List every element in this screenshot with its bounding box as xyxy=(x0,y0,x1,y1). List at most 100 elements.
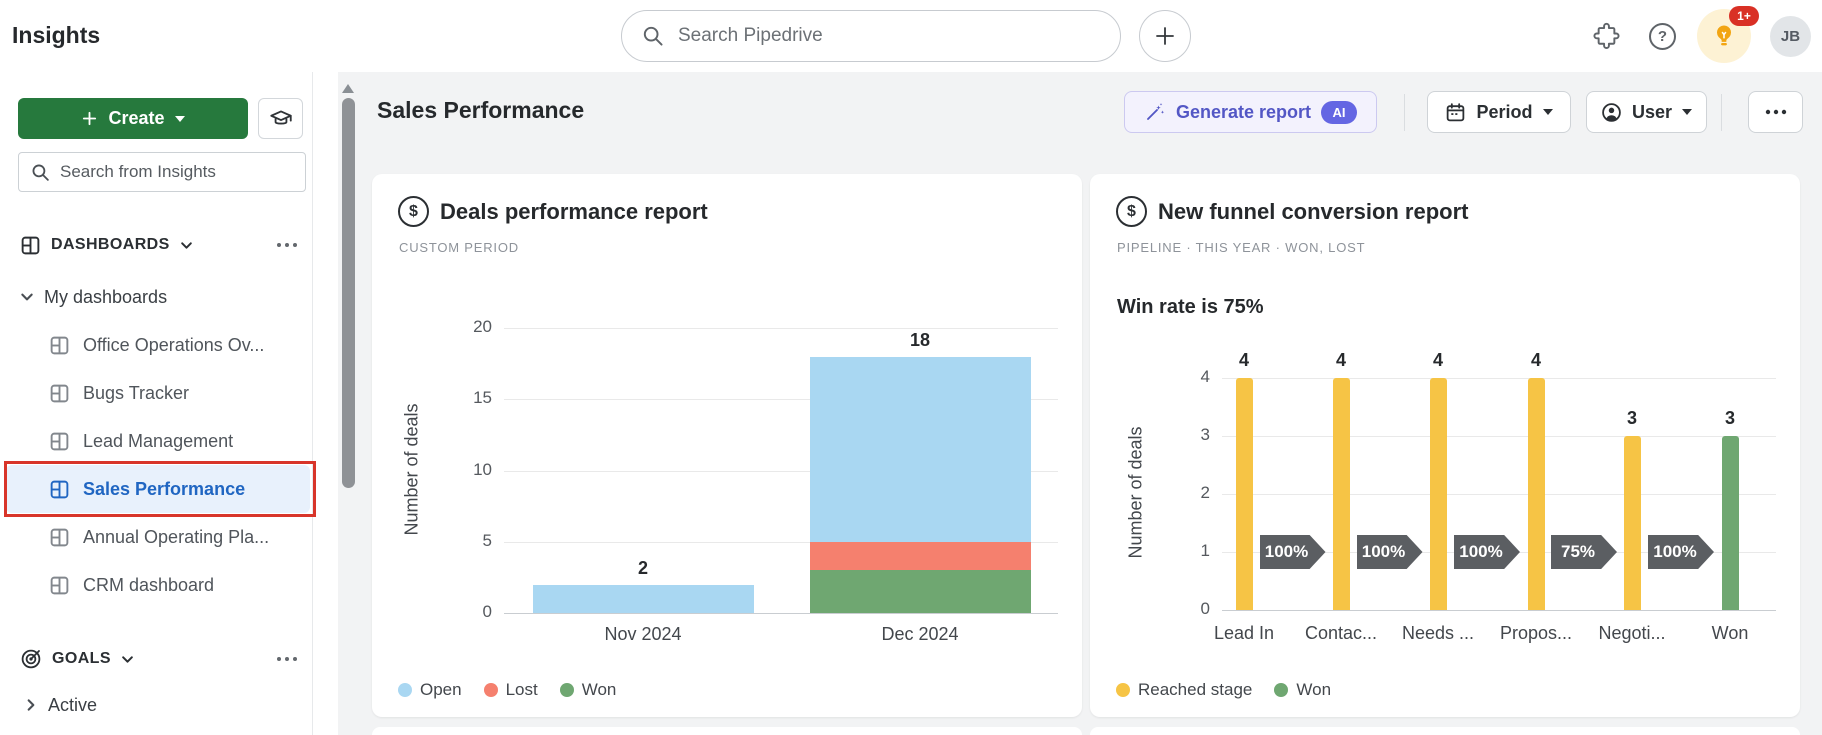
more-options-icon[interactable] xyxy=(276,656,298,662)
dashboard-list: Office Operations Ov... Bugs Tracker Lead … xyxy=(0,321,316,609)
funnel-bar-propos[interactable] xyxy=(1527,378,1545,610)
sidebar-item-crm-dashboard[interactable]: CRM dashboard xyxy=(6,561,310,609)
marketplace-icon[interactable] xyxy=(1592,22,1621,51)
legend-item-won[interactable]: Won xyxy=(1274,680,1331,700)
quick-add-button[interactable] xyxy=(1139,10,1191,62)
y-axis-tick-10: 10 xyxy=(473,459,492,479)
bar-total-label: 18 xyxy=(909,329,931,350)
more-options-icon[interactable] xyxy=(276,242,298,248)
funnel-bar-contac[interactable] xyxy=(1332,378,1350,610)
legend-label: Open xyxy=(420,680,462,699)
app-title: Insights xyxy=(12,22,101,48)
my-dashboards-toggle[interactable]: My dashboards xyxy=(20,284,167,310)
chevron-down-icon xyxy=(180,239,193,252)
funnel-bar-lead-in[interactable] xyxy=(1235,378,1253,610)
report-title[interactable]: Deals performance report xyxy=(440,199,708,224)
learn-button[interactable] xyxy=(258,98,303,139)
goals-active-toggle[interactable]: Active xyxy=(24,692,97,718)
deal-value-icon: $ xyxy=(398,196,429,227)
legend-label: Reached stage xyxy=(1138,680,1253,699)
conversion-chip: 100% xyxy=(1454,535,1520,569)
deals-performance-chart: 0 5 10 15 20 2 Nov 2024 18 Dec 2024 xyxy=(372,174,1082,717)
help-icon[interactable]: ? xyxy=(1649,23,1676,50)
sidebar-item-office-operations-ov[interactable]: Office Operations Ov... xyxy=(6,321,310,369)
ai-badge: AI xyxy=(1321,100,1358,124)
x-axis-label-propos: Propos... xyxy=(1499,623,1573,643)
funnel-bar-needs[interactable] xyxy=(1429,378,1447,610)
sidebar-item-bugs-tracker[interactable]: Bugs Tracker xyxy=(6,369,310,417)
scrollbar-thumb[interactable] xyxy=(342,98,355,488)
deals-performance-card: $ Deals performance report CUSTOM PERIOD… xyxy=(372,174,1082,717)
user-avatar[interactable]: JB xyxy=(1770,16,1811,57)
global-search-placeholder: Search Pipedrive xyxy=(678,25,823,46)
legend-item-reached-stage[interactable]: Reached stage xyxy=(1116,680,1252,700)
bar-segment-lost-dec-2024[interactable] xyxy=(809,541,1031,571)
x-axis-label-needs: Needs ... xyxy=(1401,623,1475,643)
legend-item-won[interactable]: Won xyxy=(559,680,616,700)
magic-wand-icon xyxy=(1144,101,1166,123)
gridline-4 xyxy=(1222,378,1776,379)
bar-total-label: 2 xyxy=(637,557,648,578)
sidebar-item-lead-management[interactable]: Lead Management xyxy=(6,417,310,465)
legend-item-lost[interactable]: Lost xyxy=(483,680,538,700)
legend-label: Won xyxy=(1296,680,1332,699)
funnel-value-label: 4 xyxy=(1335,350,1346,370)
sidebar-item-annual-operating-pla[interactable]: Annual Operating Pla... xyxy=(6,513,310,561)
goals-active-label: Active xyxy=(48,694,98,715)
insights-search-placeholder: Search from Insights xyxy=(60,162,216,181)
funnel-value-label: 3 xyxy=(1626,408,1637,428)
x-axis-label-lead-in: Lead In xyxy=(1213,623,1275,643)
insights-search-input[interactable]: Search from Insights xyxy=(18,152,306,192)
chart-legend: Reached stage Won xyxy=(1116,680,1331,700)
gridline-20 xyxy=(504,328,1058,329)
report-subtitle: PIPELINE · THIS YEAR · WON, LOST xyxy=(1117,240,1366,255)
goals-section-header[interactable]: GOALS xyxy=(20,646,298,672)
dashboard-grid-icon xyxy=(49,479,70,500)
dashboard-grid-icon xyxy=(49,383,70,404)
create-button-label: Create xyxy=(108,108,165,128)
gridline-3 xyxy=(1222,436,1776,437)
dashboards-section-label: DASHBOARDS xyxy=(51,236,170,253)
conversion-chip: 100% xyxy=(1259,535,1326,569)
bar-segment-open-dec-2024[interactable] xyxy=(809,356,1031,542)
dashboard-more-button[interactable] xyxy=(1748,91,1803,133)
create-button[interactable]: Create xyxy=(18,98,248,139)
legend-dot xyxy=(1274,683,1289,697)
report-title[interactable]: New funnel conversion report xyxy=(1158,199,1469,224)
legend-item-open[interactable]: Open xyxy=(398,680,462,700)
sidebar-item-label: Sales Performance xyxy=(83,478,246,499)
chevron-right-icon xyxy=(24,698,38,712)
sidebar-item-sales-performance[interactable]: Sales Performance xyxy=(4,461,316,517)
x-axis-label-won: Won xyxy=(1711,623,1749,643)
scrollbar-up-arrow[interactable] xyxy=(342,84,354,93)
period-filter-button[interactable]: Period xyxy=(1427,91,1571,133)
conversion-chip: 75% xyxy=(1551,535,1617,569)
y-axis-tick-3: 3 xyxy=(1200,425,1210,444)
legend-dot xyxy=(483,683,498,697)
user-filter-button[interactable]: User xyxy=(1586,91,1707,133)
chevron-down-icon xyxy=(1682,109,1693,115)
bar-segment-won-dec-2024[interactable] xyxy=(809,570,1031,613)
dashboards-section-header[interactable]: DASHBOARDS xyxy=(20,232,298,258)
search-icon xyxy=(642,25,664,47)
funnel-conversion-card: $ New funnel conversion report PIPELINE … xyxy=(1090,174,1800,717)
next-row-card-partial xyxy=(372,727,1082,735)
global-search-input[interactable]: Search Pipedrive xyxy=(621,10,1121,62)
dashboard-grid-icon xyxy=(49,431,70,452)
chevron-down-icon xyxy=(121,653,134,666)
y-axis-tick-0: 0 xyxy=(1200,599,1210,618)
graduation-cap-icon xyxy=(268,106,294,132)
bar-segment-open-nov-2024[interactable] xyxy=(532,584,754,613)
win-rate-headline: Win rate is 75% xyxy=(1117,296,1264,318)
funnel-bar-negoti[interactable] xyxy=(1623,436,1641,610)
my-dashboards-label: My dashboards xyxy=(44,286,168,307)
sidebar-item-label: Annual Operating Pla... xyxy=(83,526,270,547)
gridline-10 xyxy=(504,470,1058,472)
topbar: Insights Search Pipedrive ? 1+ JB xyxy=(0,0,1822,72)
chevron-down-icon xyxy=(20,290,34,304)
funnel-bar-won[interactable] xyxy=(1721,436,1739,610)
generate-report-button[interactable]: Generate report AI xyxy=(1124,91,1377,133)
dashboard-grid-icon xyxy=(49,335,70,356)
user-filter-label: User xyxy=(1631,101,1673,122)
whats-new-button[interactable]: 1+ xyxy=(1697,6,1759,63)
